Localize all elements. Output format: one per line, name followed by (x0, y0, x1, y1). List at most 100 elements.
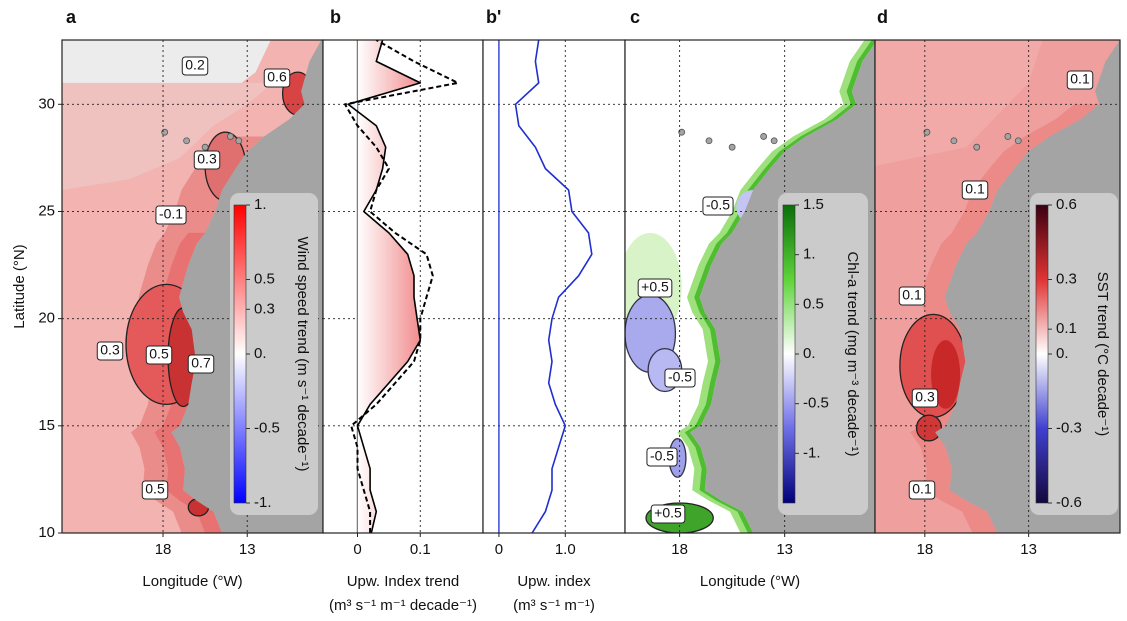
x-tick-label: 13 (1020, 541, 1037, 558)
island (770, 137, 778, 145)
contour-label-box (650, 504, 686, 524)
contour-label-box (961, 180, 989, 200)
line (347, 40, 422, 533)
colorbar-tick-label: -1. (254, 494, 272, 511)
y-tick-label: 10 (38, 524, 55, 541)
contour-label-box (908, 480, 936, 500)
contour-label: -0.5 (650, 448, 674, 464)
panel-frame (874, 39, 1121, 534)
colorbar-tick-label: 1. (254, 196, 267, 213)
contour-label: 0.1 (912, 481, 932, 497)
x-tick-label: 18 (916, 541, 933, 558)
x-axis-label: (m³ s⁻¹ m⁻¹) (513, 597, 595, 614)
island (678, 128, 686, 136)
colorbar-box (1030, 193, 1118, 515)
contour-label-box (664, 368, 696, 388)
island (760, 133, 768, 140)
contour-label: 0.1 (1070, 71, 1090, 87)
x-tick-label: 13 (776, 541, 793, 558)
contour-label: 0.3 (197, 151, 217, 167)
contour-label: +0.5 (641, 279, 669, 295)
island (728, 143, 736, 151)
contour-label-box (646, 447, 678, 467)
panel-letter: a (66, 7, 77, 27)
x-tick-label: 18 (155, 541, 172, 558)
colorbar-tick-label: 0.5 (803, 295, 824, 312)
island (1004, 133, 1012, 140)
panel-letter: d (877, 7, 888, 27)
contour-label-box (141, 480, 169, 500)
panel-letter: c (630, 7, 640, 27)
x-tick-label: 0.1 (410, 541, 431, 558)
contour-label: -0.1 (159, 206, 183, 222)
map-patch (931, 340, 961, 409)
colorbar-tick-label: 0.6 (1056, 196, 1077, 213)
y-tick-label: 30 (38, 95, 55, 112)
contour-label: 0.6 (267, 69, 287, 85)
colorbar-tick-label: 1.5 (803, 196, 824, 213)
contour-label-box (96, 341, 124, 361)
colorbar-tick-label: -0.6 (1056, 494, 1082, 511)
island (923, 128, 931, 136)
x-tick-label: 1.0 (555, 541, 576, 558)
contour-label-box (155, 205, 187, 225)
contour-label: 0.7 (191, 355, 211, 371)
y-tick-label: 15 (38, 417, 55, 434)
panel-letter: b' (486, 7, 501, 27)
line (344, 40, 459, 533)
contour-label-box (187, 354, 215, 374)
map-patch (915, 414, 943, 442)
colorbar-tick-label: 0.5 (254, 270, 275, 287)
line (514, 40, 593, 533)
colorbar-tick-label: -0.5 (803, 395, 829, 412)
contour-label-box (702, 196, 734, 216)
x-axis-label: (m³ s⁻¹ m⁻¹ decade⁻¹) (329, 597, 477, 614)
island (705, 137, 713, 145)
contour-label: -0.5 (706, 197, 730, 213)
contour-label: 0.2 (185, 57, 205, 73)
colorbar-tick-label: 0. (1056, 345, 1069, 362)
contour-label: +0.5 (654, 505, 682, 521)
colorbar (233, 204, 247, 504)
colorbar-tick-label: 0.1 (1056, 320, 1077, 337)
contour-label-box (911, 388, 939, 408)
panel-background (483, 40, 625, 533)
island (183, 137, 191, 145)
x-tick-label: 0 (495, 541, 503, 558)
colorbar-tick-label: 1. (803, 246, 816, 263)
contour-label-box (181, 56, 209, 76)
contour-label-box (263, 68, 291, 88)
contour-label: -0.5 (668, 369, 692, 385)
island (1014, 137, 1022, 145)
y-tick-label: 25 (38, 202, 55, 219)
contour-label-box (193, 150, 221, 170)
contour-label: 0.5 (149, 346, 169, 362)
contour-label: 0.3 (100, 342, 120, 358)
contour-label-box (1066, 70, 1094, 90)
colorbar-tick-label: -0.3 (1056, 419, 1082, 436)
colorbar-label: SST trend (°C decade⁻¹) (1094, 272, 1111, 437)
island (973, 143, 981, 151)
x-tick-label: 18 (671, 541, 688, 558)
colorbar-tick-label: -1. (803, 444, 821, 461)
x-axis-label: Longitude (°W) (142, 573, 242, 590)
colorbar-label: Wind speed trend (m s⁻¹ decade⁻¹) (294, 236, 311, 471)
contour-label-box (637, 278, 673, 298)
colorbar-tick-label: 0. (803, 345, 816, 362)
colorbar-label: Chl-a trend (mg m⁻³ decade⁻¹) (844, 251, 861, 456)
x-axis-label: Longitude (°W) (700, 573, 800, 590)
y-tick-label: 20 (38, 310, 55, 327)
panel-letter: b (330, 7, 341, 27)
map-patch (62, 82, 273, 190)
x-axis-label: Upw. index (517, 573, 591, 590)
colorbar-tick-label: -0.5 (254, 419, 280, 436)
contour-label: 0.3 (915, 389, 935, 405)
island (226, 133, 234, 140)
x-tick-label: 13 (239, 541, 256, 558)
colorbar-tick-label: 0. (254, 345, 267, 362)
colorbar (1035, 204, 1049, 504)
panel-2 (483, 40, 625, 533)
map-patch (684, 40, 875, 533)
